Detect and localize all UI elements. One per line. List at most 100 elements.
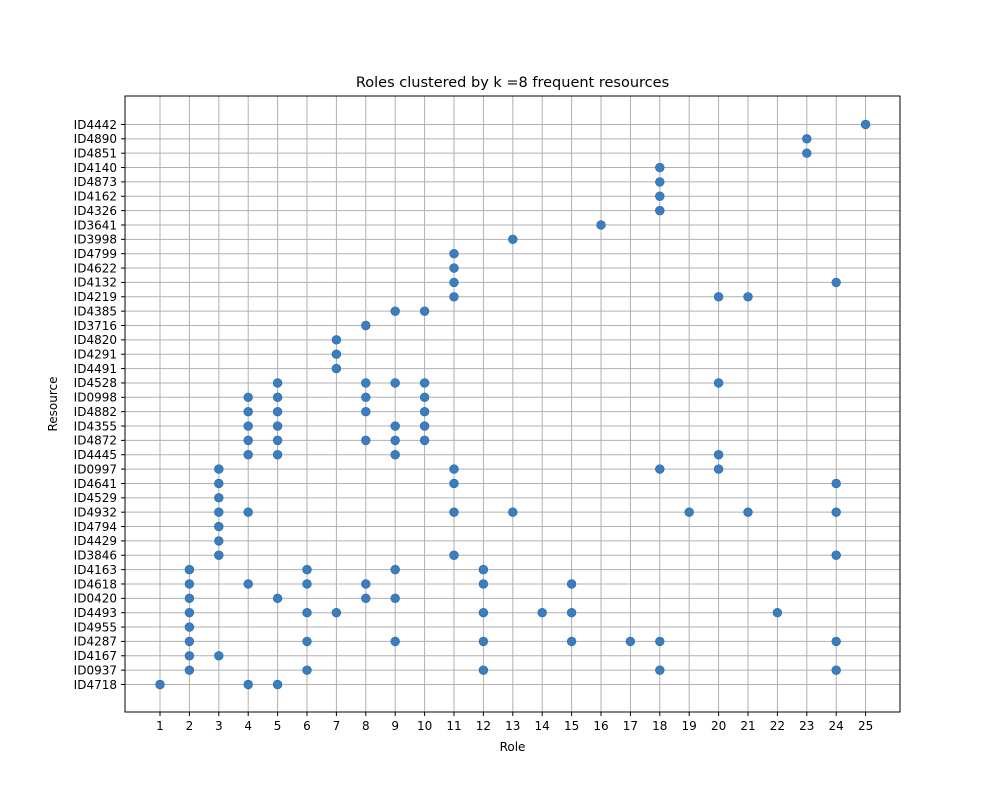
y-tick-label: ID4442 xyxy=(74,118,117,132)
x-tick-label: 6 xyxy=(303,719,311,733)
data-point xyxy=(390,421,400,431)
data-point xyxy=(214,478,224,489)
y-tick-label: ID4493 xyxy=(74,606,117,620)
data-point xyxy=(331,335,342,345)
y-tick-label: ID4618 xyxy=(74,577,117,591)
x-tick-label: 19 xyxy=(682,719,697,733)
data-point xyxy=(449,277,459,288)
x-tick-label: 3 xyxy=(215,719,223,733)
data-point xyxy=(184,593,195,604)
y-tick-label: ID3716 xyxy=(74,319,117,333)
data-point xyxy=(272,421,283,431)
data-point xyxy=(184,651,195,661)
y-tick-label: ID4445 xyxy=(74,448,117,462)
data-point xyxy=(272,392,283,402)
data-point xyxy=(772,607,783,618)
data-point xyxy=(449,263,459,273)
y-tick-label: ID4529 xyxy=(74,491,117,505)
data-point xyxy=(214,493,224,503)
data-point xyxy=(831,478,841,489)
data-point xyxy=(214,464,224,474)
y-tick-label: ID4355 xyxy=(74,419,117,433)
x-tick-label: 1 xyxy=(156,719,164,733)
y-tick-label: ID0998 xyxy=(74,391,117,405)
y-tick-label: ID4326 xyxy=(74,204,117,218)
data-point xyxy=(802,134,812,144)
data-point xyxy=(537,607,547,618)
data-point xyxy=(184,607,195,618)
data-point xyxy=(449,550,459,560)
data-point xyxy=(361,406,371,417)
y-tick-label: ID4622 xyxy=(74,261,117,275)
data-point xyxy=(214,651,224,661)
data-point xyxy=(361,579,371,589)
data-point xyxy=(272,378,283,388)
y-tick-label: ID4932 xyxy=(74,505,117,519)
y-tick-label: ID3998 xyxy=(74,233,117,247)
x-tick-label: 18 xyxy=(652,719,667,733)
data-point xyxy=(184,665,195,675)
data-point xyxy=(831,665,841,675)
data-point xyxy=(155,679,165,690)
data-point xyxy=(831,550,841,560)
y-tick-label: ID4429 xyxy=(74,534,117,548)
x-tick-label: 20 xyxy=(711,719,726,733)
data-point xyxy=(449,507,459,517)
x-tick-label: 15 xyxy=(564,719,579,733)
y-tick-label: ID4873 xyxy=(74,175,117,189)
y-tick-label: ID4799 xyxy=(74,247,117,261)
x-axis-ticks: 1 2 3 4 5 6 7 8 9 10 11 12 13 14 15 16 17 18 19 20 21 22 23 24 2… xyxy=(156,712,873,733)
x-tick-label: 2 xyxy=(186,719,194,733)
data-point xyxy=(802,148,812,158)
data-point xyxy=(243,450,253,460)
data-point xyxy=(419,406,430,417)
y-tick-label: ID0997 xyxy=(74,462,117,476)
data-point xyxy=(243,579,253,589)
data-point xyxy=(419,435,430,446)
y-tick-label: ID4140 xyxy=(74,161,117,175)
data-point xyxy=(419,378,430,388)
data-point xyxy=(713,292,724,302)
data-point xyxy=(390,306,400,316)
chart-title: Roles clustered by k =8 frequent resourc… xyxy=(356,75,669,91)
data-point xyxy=(214,521,224,532)
data-point xyxy=(449,464,459,474)
data-point xyxy=(655,636,665,647)
y-tick-label: ID0420 xyxy=(74,592,117,606)
y-tick-label: ID4167 xyxy=(74,649,117,663)
data-point xyxy=(478,636,489,647)
data-point xyxy=(243,507,253,517)
data-point xyxy=(831,507,841,517)
y-axis-ticks: ID4718ID0937ID4167ID4287ID4955ID4493ID04… xyxy=(74,118,125,692)
y-tick-label: ID4291 xyxy=(74,348,117,362)
data-point xyxy=(655,665,665,675)
data-point xyxy=(390,593,400,604)
y-tick-label: ID4385 xyxy=(74,304,117,318)
x-tick-label: 5 xyxy=(274,719,282,733)
x-tick-label: 13 xyxy=(505,719,520,733)
data-point xyxy=(449,249,459,259)
data-point xyxy=(390,435,400,446)
x-tick-label: 16 xyxy=(593,719,608,733)
data-point xyxy=(449,478,459,489)
data-point xyxy=(272,679,283,690)
x-axis-title: Role xyxy=(500,740,526,754)
y-tick-label: ID3846 xyxy=(74,549,117,563)
data-point xyxy=(596,220,606,230)
data-point xyxy=(655,162,665,173)
data-point xyxy=(625,636,636,647)
x-tick-label: 21 xyxy=(740,719,755,733)
data-point xyxy=(243,406,253,417)
data-point xyxy=(184,579,195,589)
data-point xyxy=(214,536,224,546)
y-tick-label: ID4955 xyxy=(74,620,117,634)
x-tick-label: 14 xyxy=(535,719,550,733)
data-point xyxy=(361,593,371,604)
data-point xyxy=(302,579,312,589)
data-point xyxy=(272,593,283,604)
data-point xyxy=(419,392,430,402)
data-points xyxy=(155,119,871,690)
data-point xyxy=(508,507,518,517)
data-point xyxy=(831,277,841,288)
